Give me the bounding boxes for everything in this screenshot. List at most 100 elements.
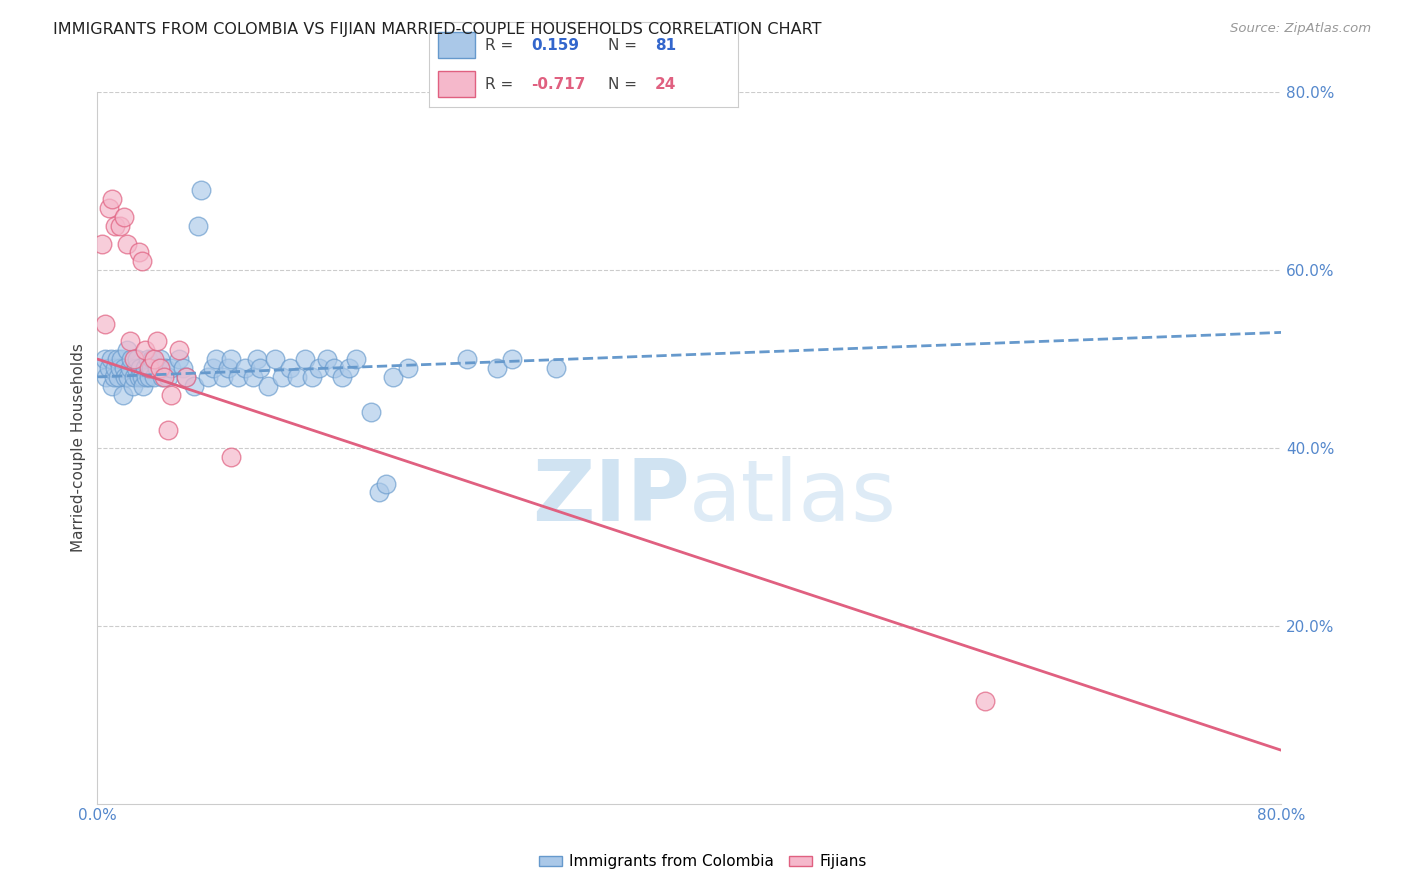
Point	[138, 361, 160, 376]
Text: IMMIGRANTS FROM COLOMBIA VS FIJIAN MARRIED-COUPLE HOUSEHOLDS CORRELATION CHART: IMMIGRANTS FROM COLOMBIA VS FIJIAN MARRI…	[53, 22, 823, 37]
Point	[108, 219, 131, 233]
Point	[125, 361, 148, 376]
Text: R =: R =	[485, 77, 517, 92]
Text: -0.717: -0.717	[531, 77, 585, 92]
Point	[226, 369, 249, 384]
Point	[107, 369, 129, 384]
Point	[94, 352, 117, 367]
Point	[142, 369, 165, 384]
Point	[128, 245, 150, 260]
Point	[101, 192, 124, 206]
Point	[204, 352, 226, 367]
Text: 81: 81	[655, 37, 676, 53]
Point	[308, 361, 330, 376]
Point	[111, 387, 134, 401]
Point	[367, 485, 389, 500]
Point	[132, 378, 155, 392]
Point	[148, 352, 170, 367]
Point	[90, 361, 112, 376]
Text: N =: N =	[609, 77, 643, 92]
Point	[294, 352, 316, 367]
Text: atlas: atlas	[689, 457, 897, 540]
Point	[104, 219, 127, 233]
Point	[139, 361, 162, 376]
Point	[323, 361, 346, 376]
Point	[375, 476, 398, 491]
Point	[108, 361, 131, 376]
Point	[183, 378, 205, 392]
Point	[112, 361, 135, 376]
Point	[131, 254, 153, 268]
Point	[217, 361, 239, 376]
Point	[110, 352, 132, 367]
Point	[115, 236, 138, 251]
Point	[152, 369, 174, 384]
Point	[120, 352, 142, 367]
Point	[201, 361, 224, 376]
Point	[122, 378, 145, 392]
Point	[98, 361, 121, 376]
Point	[134, 361, 156, 376]
Point	[337, 361, 360, 376]
Point	[344, 352, 367, 367]
Point	[278, 361, 301, 376]
Point	[127, 352, 149, 367]
Point	[145, 334, 167, 349]
Point	[118, 334, 141, 349]
Point	[145, 361, 167, 376]
Point	[134, 343, 156, 358]
Point	[115, 343, 138, 358]
Point	[138, 369, 160, 384]
Point	[167, 352, 190, 367]
Point	[190, 183, 212, 197]
Point	[94, 317, 117, 331]
Point	[219, 450, 242, 464]
Point	[167, 343, 190, 358]
Point	[546, 361, 568, 376]
Legend: Immigrants from Colombia, Fijians: Immigrants from Colombia, Fijians	[533, 848, 873, 875]
Point	[153, 369, 176, 384]
Point	[174, 369, 197, 384]
Text: 0.159: 0.159	[531, 37, 579, 53]
Point	[114, 369, 136, 384]
Point	[105, 352, 128, 367]
Point	[382, 369, 405, 384]
Point	[101, 378, 124, 392]
Text: R =: R =	[485, 37, 517, 53]
Point	[90, 236, 112, 251]
Point	[112, 210, 135, 224]
Point	[315, 352, 337, 367]
Point	[249, 361, 271, 376]
Point	[485, 361, 508, 376]
Point	[212, 369, 235, 384]
Point	[456, 352, 478, 367]
Point	[98, 201, 121, 215]
Point	[124, 369, 146, 384]
Text: ZIP: ZIP	[531, 457, 689, 540]
Point	[157, 423, 180, 437]
Point	[100, 352, 122, 367]
Point	[285, 369, 308, 384]
Point	[135, 369, 157, 384]
Point	[103, 369, 125, 384]
Point	[136, 352, 159, 367]
Point	[396, 361, 419, 376]
Y-axis label: Married-couple Households: Married-couple Households	[72, 343, 86, 552]
FancyBboxPatch shape	[439, 71, 475, 97]
Text: Source: ZipAtlas.com: Source: ZipAtlas.com	[1230, 22, 1371, 36]
Point	[142, 352, 165, 367]
Point	[128, 369, 150, 384]
Text: N =: N =	[609, 37, 643, 53]
Point	[271, 369, 294, 384]
Point	[246, 352, 269, 367]
Point	[360, 405, 382, 419]
Point	[141, 352, 163, 367]
Point	[172, 361, 194, 376]
Point	[104, 361, 127, 376]
Point	[235, 361, 257, 376]
Point	[157, 369, 180, 384]
Point	[131, 369, 153, 384]
Point	[219, 352, 242, 367]
Text: 24: 24	[655, 77, 676, 92]
Point	[174, 369, 197, 384]
